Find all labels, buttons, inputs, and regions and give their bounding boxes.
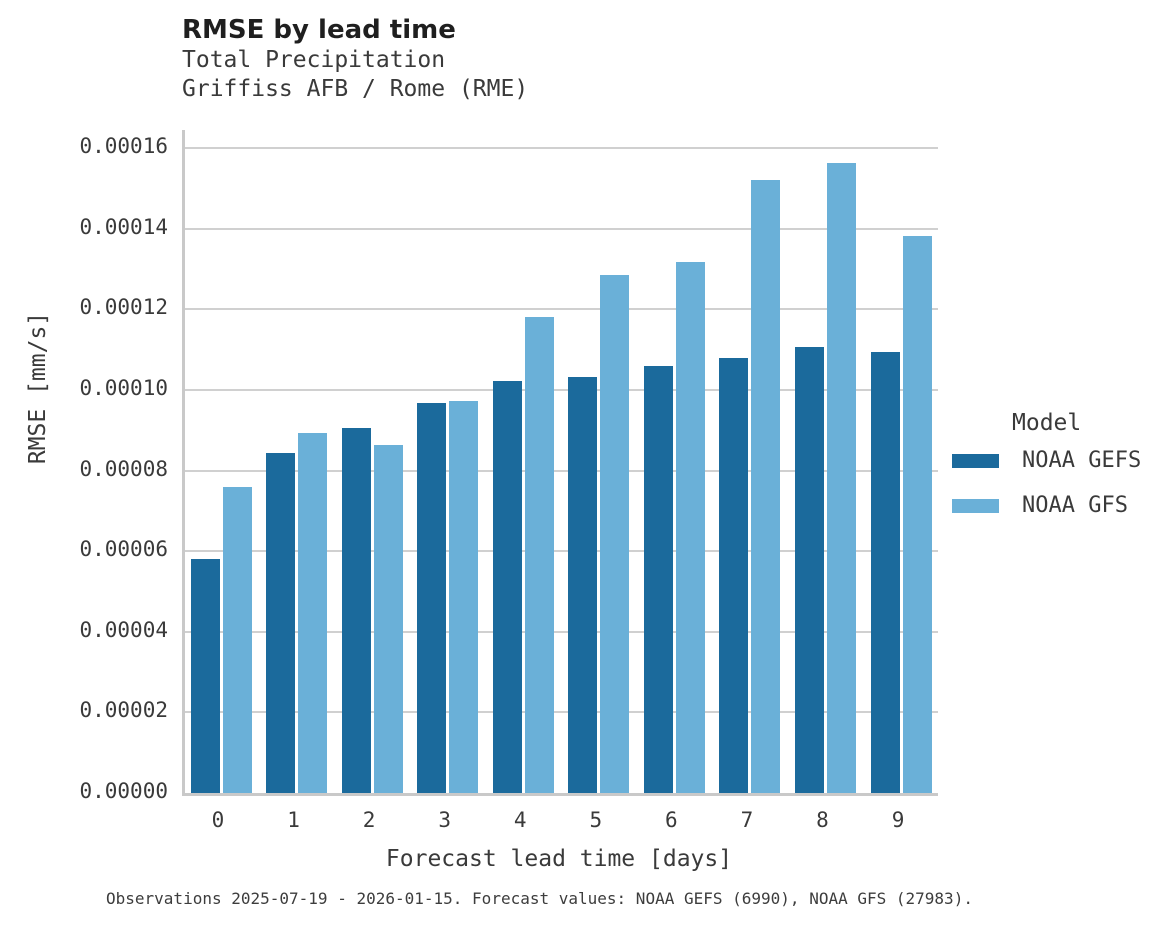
bar-noaa-gefs-day-7: [719, 357, 749, 793]
x-tick-7: 7: [740, 808, 754, 832]
legend-entry-noaa-gfs: NOAA GFS: [952, 493, 1141, 518]
bar-noaa-gefs-day-1: [266, 453, 296, 793]
legend-swatch-noaa-gfs-icon: [952, 498, 999, 513]
bar-noaa-gfs-day-5: [600, 275, 630, 793]
bar-noaa-gfs-day-2: [373, 444, 403, 793]
legend-title: Model: [1012, 410, 1082, 436]
bar-noaa-gefs-day-0: [190, 559, 220, 793]
footer-caption: Observations 2025-07-19 - 2026-01-15. Fo…: [106, 889, 973, 908]
x-tick-2: 2: [362, 808, 376, 832]
x-tick-4: 4: [513, 808, 527, 832]
gridline-0.00014: [185, 227, 938, 230]
legend-entry-noaa-gefs: NOAA GEFS: [952, 448, 1141, 473]
gridline-0.00002: [185, 711, 938, 714]
x-tick-6: 6: [665, 808, 678, 832]
bar-noaa-gfs-day-1: [298, 432, 328, 793]
title-block: RMSE by lead time Total Precipitation Gr…: [182, 14, 528, 104]
bar-noaa-gefs-day-2: [341, 428, 371, 793]
bar-noaa-gefs-day-9: [870, 352, 900, 793]
y-tick-0.00010: 0.00010: [79, 375, 168, 400]
plot-area: [182, 130, 938, 796]
bar-noaa-gfs-day-0: [222, 486, 252, 793]
bar-noaa-gfs-day-6: [675, 262, 705, 793]
legend: Model NOAA GEFS NOAA GFS: [952, 410, 1141, 538]
gridline-0.00006: [185, 550, 938, 553]
gridline-0.00012: [185, 308, 938, 311]
legend-label-noaa-gfs: NOAA GFS: [1022, 493, 1128, 518]
chart-title: RMSE by lead time: [182, 15, 456, 45]
y-tick-0.00006: 0.00006: [79, 537, 168, 562]
y-tick-0.00000: 0.00000: [79, 779, 168, 803]
legend-swatch-noaa-gefs-icon: [952, 453, 999, 468]
gridline-0.00010: [185, 388, 938, 391]
y-tick-0.00008: 0.00008: [79, 456, 168, 481]
chart-subtitle-variable: Total Precipitation: [182, 47, 446, 73]
bar-noaa-gfs-day-7: [751, 180, 781, 793]
bar-noaa-gefs-day-3: [417, 402, 447, 793]
x-tick-9: 9: [891, 808, 905, 832]
bar-noaa-gefs-day-4: [492, 381, 522, 793]
x-tick-1: 1: [287, 808, 300, 832]
legend-label-noaa-gefs: NOAA GEFS: [1022, 448, 1142, 473]
gridline-0.00004: [185, 630, 938, 633]
gridline-0.00016: [185, 147, 938, 149]
x-axis-label: Forecast lead time [days]: [385, 846, 733, 872]
bar-noaa-gfs-day-4: [524, 316, 554, 793]
y-tick-0.00002: 0.00002: [79, 698, 168, 723]
bar-noaa-gfs-day-8: [826, 163, 856, 793]
x-tick-5: 5: [589, 808, 603, 832]
bar-noaa-gefs-day-5: [568, 377, 598, 793]
chart-subtitle-station: Griffiss AFB / Rome (RME): [182, 76, 529, 102]
x-tick-3: 3: [438, 808, 451, 832]
x-tick-0: 0: [211, 808, 225, 832]
bar-noaa-gfs-day-9: [902, 236, 932, 793]
bar-noaa-gefs-day-6: [643, 366, 673, 793]
y-tick-0.00014: 0.00014: [79, 214, 168, 239]
bar-noaa-gefs-day-8: [794, 346, 824, 793]
bar-noaa-gfs-day-3: [449, 401, 479, 793]
y-tick-0.00004: 0.00004: [79, 617, 168, 642]
gridline-0.00008: [185, 469, 938, 472]
x-tick-8: 8: [816, 808, 829, 832]
y-tick-0.00016: 0.00016: [79, 134, 168, 158]
y-tick-0.00012: 0.00012: [79, 295, 168, 320]
